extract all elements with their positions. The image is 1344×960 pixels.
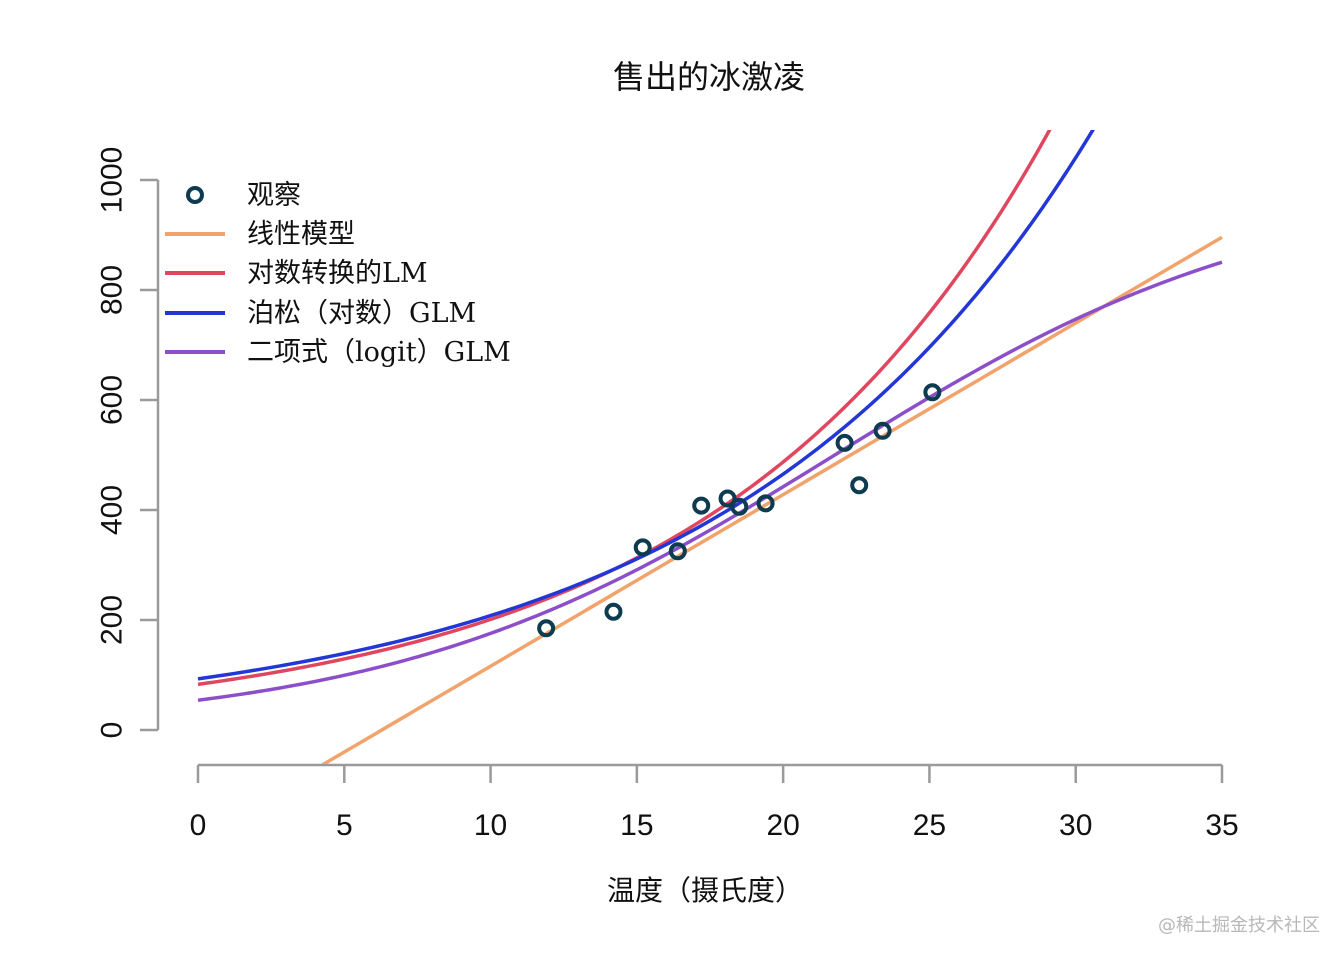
observed-point-3 (668, 542, 687, 561)
chart-title: 售出的冰激凌 (613, 58, 805, 96)
observed-point-8 (835, 433, 854, 452)
x-tick-label-20: 20 (766, 809, 799, 842)
linear-model-curve (320, 235, 1223, 764)
legend-item-observed: 观察 (186, 180, 301, 211)
legend-marker-observed (186, 186, 204, 204)
x-tick-label-35: 35 (1205, 809, 1238, 842)
x-tick-label-25: 25 (913, 809, 946, 842)
observed-point-9 (850, 476, 869, 495)
poisson-glm-curve (197, 130, 1095, 681)
watermark: @稀土掘金技术社区 (1158, 915, 1320, 936)
x-axis-label: 温度（摄氏度） (607, 874, 803, 907)
x-tick-label-15: 15 (620, 809, 653, 842)
binomial-glm-curve (197, 260, 1223, 702)
x-tick-label-30: 30 (1059, 809, 1092, 842)
y-tick-label-1000: 1000 (96, 147, 129, 214)
x-tick-label-10: 10 (474, 809, 507, 842)
observed-point-4 (692, 496, 711, 515)
observed-points (537, 383, 942, 638)
legend: 观察 线性模型 对数转换的LM 泊松（对数）GLM 二项式（logit）GLM (165, 180, 511, 368)
legend-label-linear: 线性模型 (247, 219, 355, 250)
x-tick-label-0: 0 (190, 809, 207, 842)
observed-point-11 (923, 383, 942, 402)
observed-point-10 (873, 421, 892, 440)
legend-label-poisson-glm: 泊松（对数）GLM (247, 298, 476, 329)
y-tick-label-0: 0 (96, 722, 129, 739)
legend-item-linear: 线性模型 (165, 219, 355, 250)
legend-label-binomial-glm: 二项式（logit）GLM (247, 337, 511, 368)
y-axis: 0 200 400 600 800 1000 (96, 147, 160, 739)
observed-point-2 (633, 538, 652, 557)
observed-point-6 (730, 497, 749, 516)
model-curves (197, 130, 1223, 764)
y-tick-label-600: 600 (96, 375, 129, 425)
legend-item-binomial-glm: 二项式（logit）GLM (165, 337, 511, 368)
legend-item-poisson-glm: 泊松（对数）GLM (165, 298, 476, 329)
observed-point-1 (604, 602, 623, 621)
y-tick-label-200: 200 (96, 595, 129, 645)
x-axis: 0 5 10 15 20 25 30 35 (190, 763, 1239, 842)
observed-point-5 (718, 489, 737, 508)
legend-item-log-lm: 对数转换的LM (165, 258, 428, 289)
y-tick-label-800: 800 (96, 265, 129, 315)
x-tick-label-5: 5 (336, 809, 353, 842)
observed-point-0 (537, 619, 556, 638)
log-lm-curve (197, 130, 1052, 687)
legend-label-log-lm: 对数转换的LM (247, 258, 428, 289)
legend-label-observed: 观察 (247, 180, 301, 211)
observed-point-7 (756, 494, 775, 513)
y-tick-label-400: 400 (96, 485, 129, 535)
